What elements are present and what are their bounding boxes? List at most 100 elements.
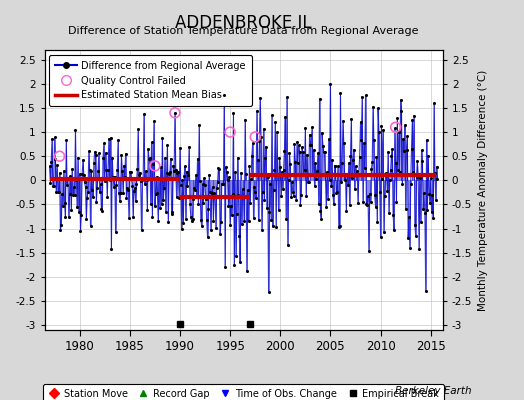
Point — [182, 168, 191, 175]
Point — [326, 80, 335, 87]
Point — [275, 207, 283, 213]
Point — [187, 214, 195, 220]
Point — [219, 180, 227, 187]
Point — [369, 104, 377, 110]
Point — [171, 110, 179, 116]
Point — [361, 165, 369, 171]
Point — [392, 198, 401, 205]
Point — [400, 148, 408, 154]
Point — [143, 177, 151, 184]
Point — [429, 215, 438, 221]
Point — [368, 159, 376, 165]
Point — [370, 192, 379, 199]
Point — [232, 252, 240, 259]
Point — [262, 143, 270, 150]
Point — [116, 190, 125, 196]
Point — [98, 208, 106, 214]
Point — [393, 115, 401, 122]
Point — [412, 173, 421, 180]
Point — [177, 182, 185, 188]
Point — [355, 153, 364, 160]
Point — [74, 154, 82, 161]
Point — [324, 196, 332, 202]
Point — [54, 188, 63, 195]
Point — [126, 168, 134, 175]
Point — [296, 148, 304, 155]
Point — [253, 108, 261, 114]
Point — [303, 152, 311, 158]
Point — [208, 190, 216, 196]
Point — [78, 171, 86, 177]
Point — [195, 122, 203, 128]
Point — [399, 136, 407, 142]
Point — [391, 124, 400, 130]
Point — [261, 155, 269, 162]
Point — [95, 189, 104, 195]
Point — [271, 119, 279, 126]
Point — [204, 206, 213, 212]
Point — [82, 216, 91, 222]
Point — [92, 198, 101, 205]
Point — [409, 169, 418, 175]
Point — [190, 185, 199, 191]
Point — [294, 142, 303, 148]
Point — [390, 227, 398, 233]
Point — [398, 180, 407, 187]
Point — [430, 100, 438, 107]
Point — [192, 194, 201, 200]
Point — [241, 116, 249, 123]
Point — [178, 226, 186, 232]
Point — [225, 174, 234, 180]
Point — [151, 163, 159, 169]
Point — [169, 162, 178, 169]
Point — [74, 208, 83, 215]
Point — [102, 166, 111, 173]
Point — [167, 209, 176, 216]
Point — [381, 171, 390, 178]
Point — [81, 184, 90, 190]
Point — [153, 190, 161, 196]
Point — [185, 144, 193, 150]
Point — [414, 172, 422, 179]
Point — [343, 172, 351, 178]
Point — [106, 135, 115, 141]
Point — [242, 171, 250, 178]
Point — [416, 174, 424, 181]
Point — [66, 191, 74, 197]
Point — [193, 156, 202, 162]
Point — [101, 150, 110, 156]
Point — [413, 158, 422, 164]
Point — [358, 93, 366, 100]
Point — [320, 149, 329, 155]
Point — [216, 231, 224, 237]
Point — [161, 209, 170, 215]
Point — [335, 222, 344, 229]
Point — [432, 164, 441, 170]
Point — [150, 118, 158, 124]
Point — [149, 160, 157, 167]
Point — [183, 183, 192, 190]
Point — [401, 122, 409, 128]
Point — [345, 201, 354, 208]
Point — [323, 169, 331, 175]
Point — [101, 178, 109, 184]
Point — [286, 161, 294, 168]
Point — [124, 186, 133, 193]
Point — [376, 188, 384, 195]
Point — [56, 153, 64, 160]
Point — [321, 172, 330, 178]
Point — [256, 94, 265, 101]
Point — [250, 184, 258, 190]
Point — [47, 159, 56, 165]
Point — [411, 233, 420, 240]
Point — [248, 153, 256, 160]
Point — [283, 94, 291, 100]
Point — [312, 176, 320, 182]
Point — [267, 216, 275, 223]
Point — [299, 149, 307, 156]
Point — [424, 153, 432, 160]
Point — [99, 155, 107, 161]
Point — [418, 158, 427, 164]
Point — [266, 180, 275, 187]
Point — [132, 198, 140, 204]
